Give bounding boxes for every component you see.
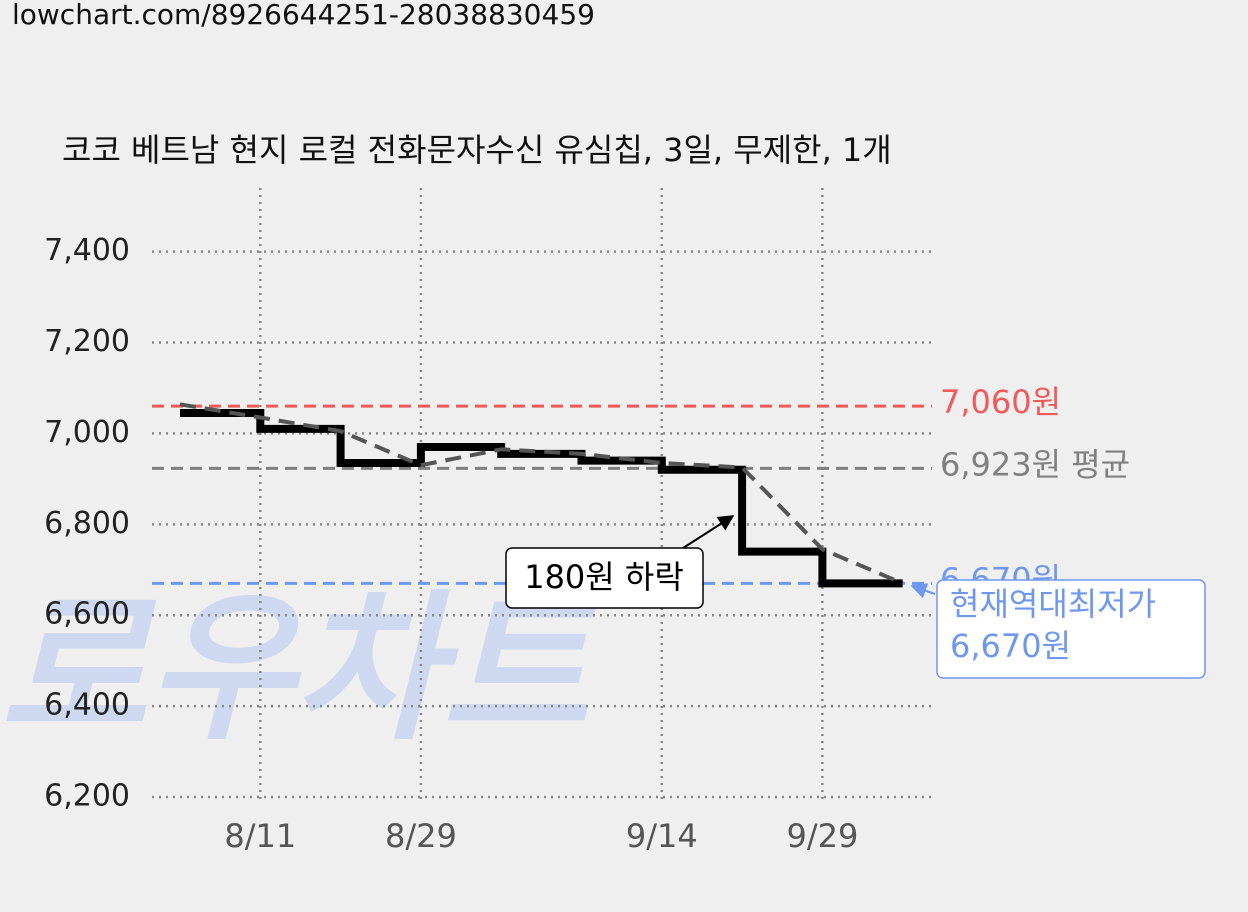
y-tick-label: 7,000 <box>44 415 130 450</box>
y-tick-label: 6,800 <box>44 506 130 541</box>
y-tick-label: 6,600 <box>44 597 130 632</box>
annotation-box <box>505 547 704 609</box>
reference-label: 6,923원 평균 <box>940 445 1130 483</box>
step-line <box>180 408 903 588</box>
watermark: 로우차트 <box>0 575 598 762</box>
reference-label: 7,060원 <box>940 383 1061 421</box>
annotation-box <box>936 579 1206 679</box>
annotation-text: 6,670원 <box>950 627 1071 665</box>
y-tick-label: 6,400 <box>44 688 130 723</box>
annotation-arrow <box>679 515 735 551</box>
x-tick-label: 8/29 <box>385 817 457 855</box>
annotation-arrow <box>910 583 936 599</box>
chart-title: 코코 베트남 현지 로컬 전화문자수신 유심칩, 3일, 무제한, 1개 <box>62 131 892 169</box>
annotation-text: 180원 하락 <box>524 558 684 596</box>
x-tick-label: 9/14 <box>626 817 698 855</box>
x-tick-label: 8/11 <box>224 817 296 855</box>
y-tick-label: 6,200 <box>44 779 130 814</box>
x-tick-label: 9/29 <box>786 817 858 855</box>
trend-line <box>179 402 904 586</box>
url: lowchart.com/8926644251-28038830459 <box>12 0 595 31</box>
y-tick-label: 7,400 <box>44 233 130 268</box>
annotation-text: 현재역대최저가 <box>950 585 1156 623</box>
y-tick-label: 7,200 <box>44 324 130 359</box>
